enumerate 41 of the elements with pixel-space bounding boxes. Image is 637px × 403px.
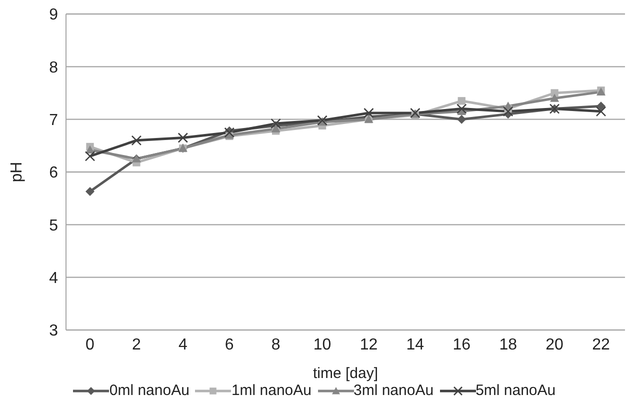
x-tick-label: 12: [360, 336, 378, 354]
point: [84, 151, 96, 162]
x-axis-title: time [day]: [312, 365, 378, 382]
x-tick-label: 2: [132, 336, 141, 354]
x-tick-label: 20: [546, 336, 564, 354]
point: [458, 97, 466, 105]
x-tick-label: 8: [271, 336, 280, 354]
point: [178, 132, 188, 143]
y-axis-title: pH: [8, 162, 26, 182]
y-tick-label: 3: [49, 322, 58, 340]
x-tick-label: 16: [452, 336, 471, 354]
point: [596, 102, 606, 111]
point: [456, 104, 467, 114]
x-tick-label: 10: [313, 336, 332, 354]
x-tick-label: 0: [86, 336, 95, 354]
point: [502, 106, 514, 117]
y-tick-label: 6: [49, 164, 58, 182]
point: [131, 135, 142, 146]
y-tick-label: 4: [49, 270, 58, 288]
y-tick-label: 7: [49, 112, 58, 130]
point: [596, 106, 606, 117]
y-tick-label: 5: [49, 217, 58, 234]
point: [224, 127, 235, 138]
y-tick-label: 9: [49, 6, 58, 24]
x-tick-label: 22: [592, 336, 610, 354]
legend-label: 3ml nanoAu: [354, 382, 434, 399]
point: [550, 89, 558, 97]
legend-label: 1ml nanoAu: [231, 382, 312, 399]
legend-label: 0ml nanoAu: [109, 382, 190, 399]
x-tick-label: 14: [406, 336, 424, 354]
x-tick-label: 18: [499, 336, 518, 354]
point: [364, 108, 374, 118]
point: [457, 114, 466, 124]
point: [270, 118, 281, 129]
legend-label: 5ml nanoAu: [476, 382, 556, 399]
point: [271, 124, 280, 132]
point: [86, 186, 94, 196]
x-tick-label: 6: [224, 336, 234, 354]
x-tick-label: 4: [178, 336, 188, 354]
y-tick-label: 8: [49, 59, 58, 76]
point: [550, 94, 560, 102]
